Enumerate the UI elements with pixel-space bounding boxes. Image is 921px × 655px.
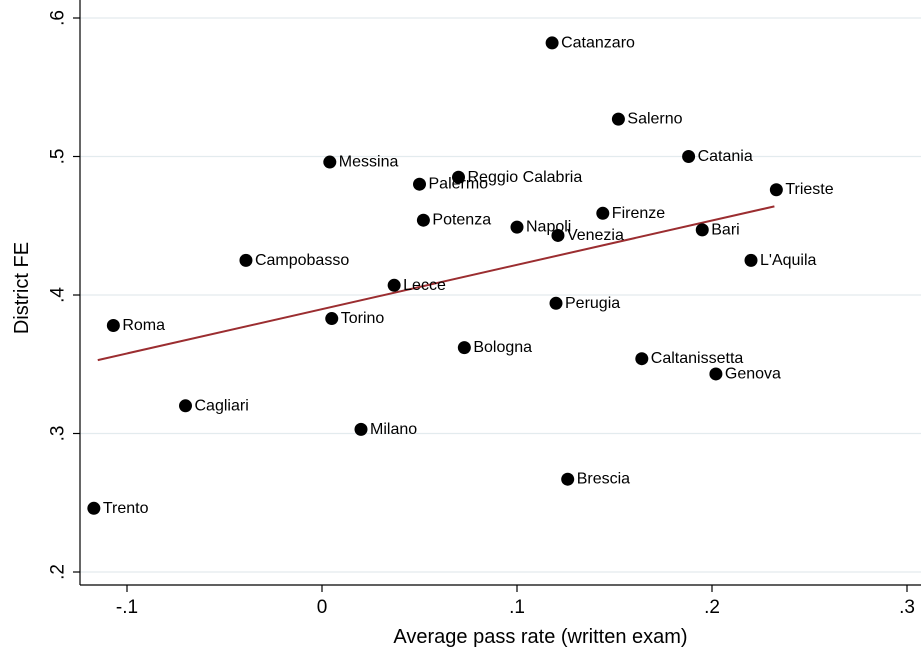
x-axis-title: Average pass rate (written exam) — [393, 626, 687, 648]
data-point — [596, 206, 610, 220]
data-point — [551, 228, 565, 242]
x-tick-label: .3 — [899, 597, 915, 618]
y-tick-label: .3 — [48, 426, 69, 442]
point-label: Bari — [711, 221, 739, 238]
y-tick-label: .5 — [48, 149, 69, 165]
x-tick-label: 0 — [317, 597, 328, 618]
point-label: Potenza — [432, 212, 491, 229]
y-tick-label: .2 — [48, 564, 69, 580]
data-point — [744, 253, 758, 267]
data-point — [457, 341, 471, 355]
point-label: Genova — [725, 365, 781, 382]
y-tick-label: .4 — [48, 287, 69, 303]
x-tick-label: .1 — [509, 597, 525, 618]
data-point — [413, 177, 426, 191]
data-point — [695, 223, 709, 237]
point-label: L'Aquila — [760, 252, 817, 269]
point-label: Brescia — [577, 471, 630, 488]
x-axis-ticks: -.1 0 .1 .2 .3 — [116, 585, 915, 618]
point-label: Messina — [339, 154, 399, 171]
fit-line-group — [97, 205, 775, 362]
point-label: Reggio Calabria — [468, 169, 583, 186]
data-point — [709, 367, 723, 381]
y-tick-label: .6 — [48, 10, 69, 26]
data-points: Catanzaro Salerno Catania Messina Reggio Cal… — [87, 34, 834, 517]
data-point — [510, 220, 524, 234]
point-label: Perugia — [565, 295, 620, 312]
x-tick-label: .2 — [704, 597, 720, 618]
data-point — [549, 296, 563, 310]
data-point — [452, 170, 465, 184]
point-label: Caltanissetta — [651, 350, 744, 367]
point-label: Roma — [122, 317, 165, 334]
point-label: Firenze — [612, 205, 665, 222]
point-label: Trento — [103, 500, 149, 517]
point-label: Torino — [341, 310, 385, 327]
data-point — [416, 213, 430, 227]
point-label: Lecce — [403, 277, 446, 294]
point-label: Campobasso — [255, 252, 349, 269]
data-point — [682, 150, 696, 163]
y-axis-title: District FE — [11, 242, 33, 334]
data-point — [87, 501, 101, 515]
data-point — [611, 112, 625, 126]
data-point — [239, 253, 253, 267]
data-point — [545, 36, 559, 50]
point-label: Catanzaro — [561, 34, 635, 51]
data-point — [561, 472, 575, 486]
fit-line — [97, 205, 775, 362]
data-point — [387, 278, 401, 292]
data-point — [769, 183, 783, 197]
data-point — [325, 312, 339, 326]
point-label: Salerno — [627, 111, 682, 128]
point-label: Trieste — [785, 181, 833, 198]
point-label: Bologna — [473, 339, 532, 356]
point-label: Venezia — [567, 227, 624, 244]
point-label: Cagliari — [195, 397, 249, 414]
grid-lines — [80, 17, 921, 573]
point-label: Napoli — [526, 219, 571, 236]
data-point — [106, 318, 120, 332]
point-label: Palermo — [429, 176, 489, 193]
y-axis-ticks: .2 .3 .4 .5 .6 — [48, 10, 80, 580]
x-tick-label: -.1 — [116, 597, 138, 618]
data-point — [354, 422, 368, 436]
data-point — [179, 399, 192, 413]
point-label: Catania — [698, 148, 753, 165]
point-label: Milano — [370, 421, 417, 438]
data-point — [635, 352, 649, 366]
data-point — [323, 155, 337, 169]
